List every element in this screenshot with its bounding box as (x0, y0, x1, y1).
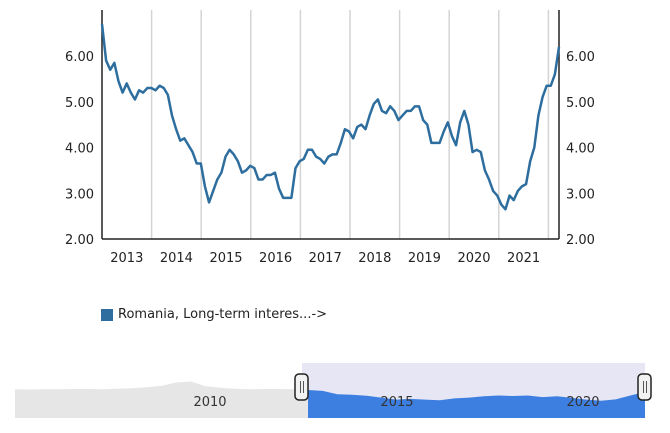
x-tick-label: 2013 (110, 251, 143, 266)
legend-label: Romania, Long-term interes...-> (118, 307, 328, 322)
x-tick-label: 2017 (309, 251, 342, 266)
y-tick-label-right: 6.00 (566, 50, 595, 65)
x-tick-label: 2018 (358, 251, 391, 266)
x-tick-label: 2015 (209, 251, 242, 266)
navigator-tick-label: 2010 (193, 395, 226, 410)
y-tick-label-left: 2.00 (65, 233, 94, 248)
y-tick-label-left: 5.00 (65, 96, 94, 111)
y-tick-label-right: 3.00 (566, 187, 595, 202)
x-tick-label: 2014 (160, 251, 193, 266)
y-tick-label-right: 2.00 (566, 233, 595, 248)
series-line-romania (100, 23, 561, 211)
navigator-handle-right[interactable] (637, 373, 652, 401)
y-tick-label-right: 5.00 (566, 96, 595, 111)
legend-item-romania[interactable]: Romania, Long-term interes...-> (101, 307, 327, 322)
y-tick-label-left: 6.00 (65, 50, 94, 65)
x-tick-label: 2021 (507, 251, 540, 266)
x-tick-label: 2016 (259, 251, 292, 266)
navigator-tick-label: 2020 (566, 395, 599, 410)
x-tick-label: 2019 (408, 251, 441, 266)
legend-swatch (101, 308, 113, 321)
navigator-area-unselected (15, 381, 309, 418)
y-tick-label-left: 4.00 (65, 142, 94, 157)
navigator-area-selected (308, 390, 645, 418)
y-tick-label-left: 3.00 (65, 187, 94, 202)
x-tick-label: 2020 (457, 251, 490, 266)
y-tick-label-right: 4.00 (566, 142, 595, 157)
navigator-tick-label: 2015 (380, 395, 413, 410)
navigator-handle-left[interactable] (294, 373, 309, 401)
